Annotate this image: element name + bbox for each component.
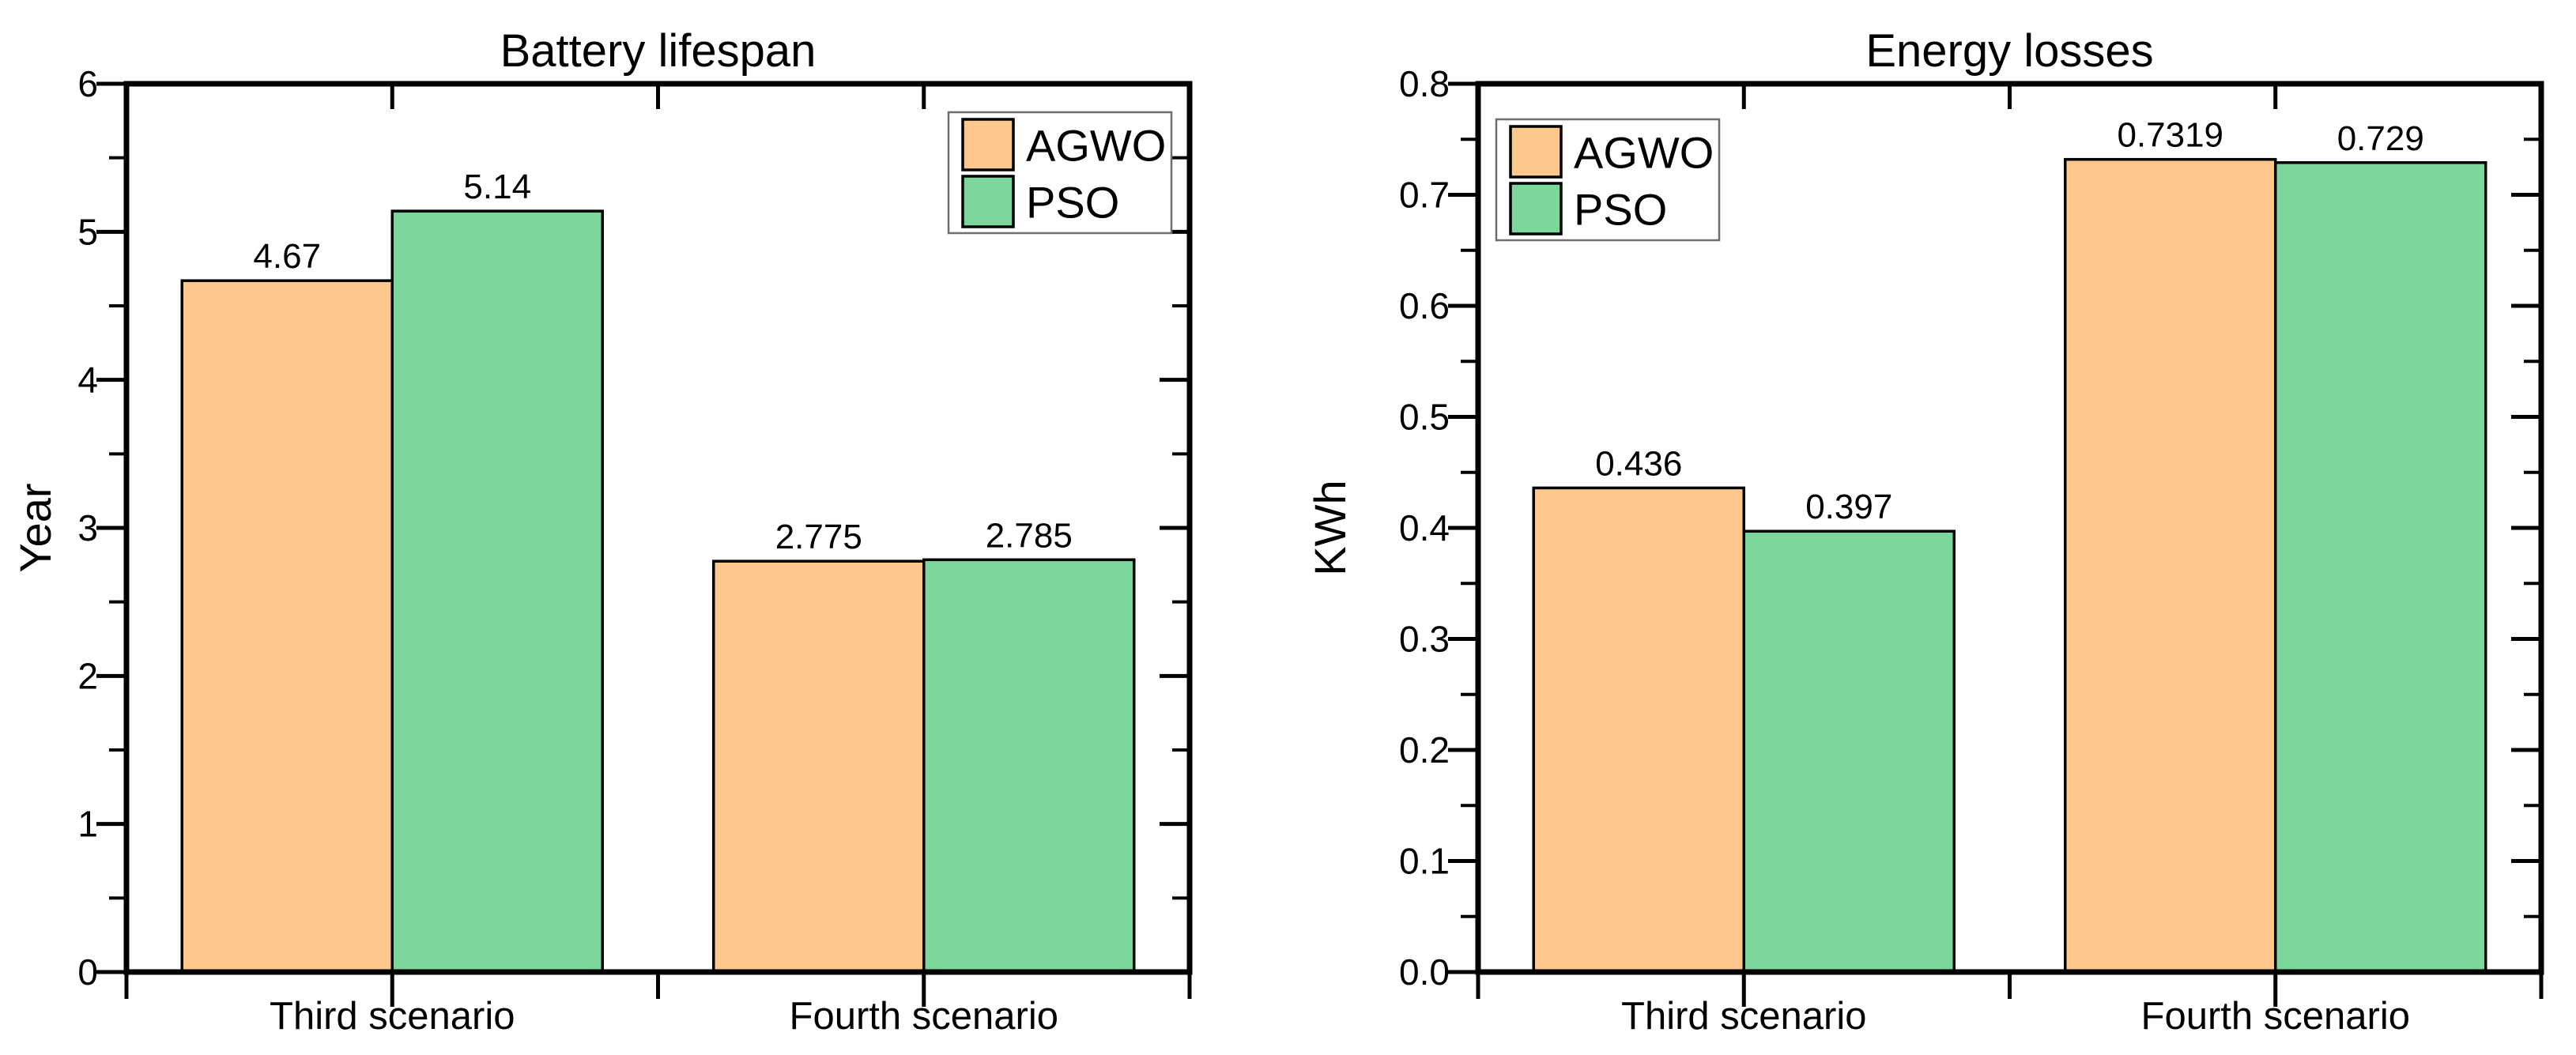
legend-label-pso: PSO: [1574, 185, 1667, 235]
bar-value-label: 0.7319: [2117, 116, 2223, 155]
y-tick-label: 0: [77, 951, 98, 993]
bar-agwo-1: [1532, 486, 1745, 974]
legend-label-pso: PSO: [1026, 178, 1119, 228]
legend-swatch-pso: [1509, 182, 1563, 235]
y-tick-label: 0.8: [1399, 63, 1450, 104]
y-tick-label: 4: [77, 360, 98, 401]
y-tick-label: 0.2: [1399, 729, 1450, 771]
chart-battery-lifespan: 4.67 2.775 5.14 2.785 0 1 2 3 4 5 6 Third scenario F…: [10, 25, 1193, 1038]
y-axis-label: KWh: [1305, 480, 1355, 575]
y-tick-label: 6: [77, 63, 98, 104]
y-tick-label: 0.6: [1399, 285, 1450, 326]
legend: AGWO PSO: [947, 111, 1173, 235]
y-tick-label: 0.4: [1399, 507, 1450, 548]
bar-value-label: 2.775: [775, 518, 862, 556]
y-tick-label: 5: [77, 211, 98, 252]
y-tick-label: 2: [77, 655, 98, 696]
bar-value-label: 0.436: [1595, 444, 1682, 483]
y-tick-label: 0.7: [1399, 175, 1450, 216]
legend-label-agwo: AGWO: [1574, 128, 1714, 178]
y-tick-label: 0.3: [1399, 619, 1450, 660]
y-tick-label: 0.5: [1399, 397, 1450, 438]
bar-pso-1: [1742, 529, 1956, 974]
bar-value-label: 5.14: [463, 168, 531, 206]
bar-agwo-2: [2064, 157, 2277, 974]
x-category-label: Third scenario: [1621, 995, 1866, 1038]
bar-value-label: 0.729: [2337, 119, 2424, 158]
chart-title: Battery lifespan: [500, 25, 817, 77]
y-tick-label: 0.0: [1399, 951, 1450, 993]
legend-swatch-agwo: [1509, 125, 1563, 179]
x-category-label: Third scenario: [270, 995, 515, 1038]
chart-energy-losses: 0.436 0.7319 0.397 0.729 0.0 0.1 0.2 0.3 0.4 0.5 0…: [1305, 25, 2544, 1038]
bar-value-label: 0.397: [1805, 488, 1892, 526]
bar-pso-1: [390, 209, 604, 974]
legend: AGWO PSO: [1495, 118, 1721, 242]
y-tick-label: 0.1: [1399, 841, 1450, 882]
chart-title: Energy losses: [1865, 25, 2153, 77]
bar-pso-2: [2274, 161, 2487, 974]
legend-label-agwo: AGWO: [1026, 121, 1166, 171]
bar-agwo-2: [712, 560, 926, 974]
bar-value-label: 2.785: [986, 516, 1073, 555]
bar-value-label: 4.67: [253, 237, 321, 276]
y-tick-label: 1: [77, 804, 98, 845]
legend-swatch-pso: [961, 175, 1015, 228]
bar-agwo-1: [180, 279, 394, 974]
x-category-label: Fourth scenario: [2141, 995, 2410, 1038]
y-axis-label: Year: [10, 483, 60, 572]
y-tick-label: 3: [77, 507, 98, 548]
bar-pso-2: [922, 558, 1136, 974]
x-category-label: Fourth scenario: [790, 995, 1058, 1038]
legend-swatch-agwo: [961, 118, 1015, 171]
